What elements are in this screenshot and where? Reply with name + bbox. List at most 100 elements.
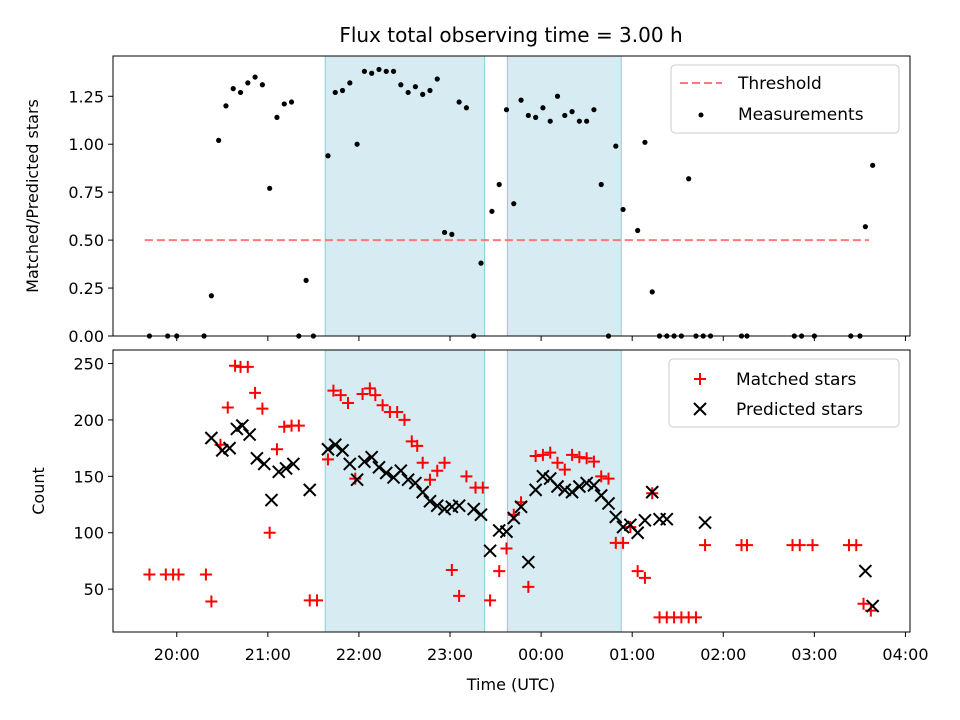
predicted-star-point xyxy=(279,461,293,476)
predicted-star-point xyxy=(222,441,237,455)
matched-star-point xyxy=(631,565,644,578)
matched-star-point xyxy=(342,397,355,410)
predicted-star-point xyxy=(521,555,536,569)
predicted-star-point xyxy=(858,564,873,578)
measurement-point xyxy=(347,80,353,86)
predicted-star-point xyxy=(303,483,317,497)
measurement-point xyxy=(325,153,331,159)
measurement-point xyxy=(576,118,582,124)
matched-star-point xyxy=(522,580,535,593)
legend-measurements-swatch xyxy=(698,112,704,118)
matched-star-point xyxy=(460,470,473,483)
predicted-star-point xyxy=(394,463,408,478)
matched-star-point xyxy=(411,439,424,452)
top-y-tick-label: 0.25 xyxy=(68,279,104,298)
matched-star-point xyxy=(363,382,376,395)
predicted-star-point xyxy=(466,502,481,516)
measurement-point xyxy=(354,141,360,147)
matched-star-point xyxy=(595,470,608,483)
matched-star-point xyxy=(529,450,542,463)
matched-star-point xyxy=(311,594,324,607)
legend-predicted-label: Predicted stars xyxy=(736,400,863,420)
predicted-star-point xyxy=(372,460,386,475)
bottom-y-tick-label: 250 xyxy=(73,355,104,374)
measurement-point xyxy=(339,87,346,94)
predicted-star-point xyxy=(286,457,301,471)
measurement-point xyxy=(412,84,419,90)
predicted-star-point xyxy=(528,483,543,497)
measurement-point xyxy=(613,143,619,149)
ratio-panel: Flux total observing time = 3.00 h 0.00 0… xyxy=(23,23,911,346)
matched-star-point xyxy=(356,387,369,400)
matched-star-point xyxy=(699,539,712,552)
bottom-y-axis-label: Count xyxy=(29,467,48,515)
top-y-tick-label: 1.25 xyxy=(68,87,104,106)
predicted-star-point xyxy=(343,457,357,471)
measurement-point xyxy=(584,118,590,124)
predicted-star-point xyxy=(483,544,497,558)
predicted-star-point xyxy=(215,443,230,458)
measurement-point xyxy=(434,76,440,82)
matched-star-point xyxy=(431,464,444,477)
matched-star-point xyxy=(558,463,571,476)
measurement-point xyxy=(303,277,309,283)
predicted-star-point xyxy=(474,507,488,522)
measurement-point xyxy=(405,89,411,96)
matched-star-point xyxy=(573,451,586,464)
chart-title: Flux total observing time = 3.00 h xyxy=(339,23,682,47)
matched-star-point xyxy=(857,597,870,610)
measurement-point xyxy=(216,137,222,143)
predicted-star-point xyxy=(364,450,379,464)
measurement-point xyxy=(281,101,287,107)
legend-matched-swatch xyxy=(694,373,706,385)
top-y-tick-label: 0.50 xyxy=(68,231,104,250)
measurement-point xyxy=(259,82,265,88)
bottom-x-tick-label: 01:00 xyxy=(609,645,655,664)
measurement-point xyxy=(252,74,258,80)
predicted-star-point xyxy=(335,443,350,458)
matched-star-point xyxy=(199,568,212,581)
matched-star-point xyxy=(689,611,702,624)
bottom-y-tick-label: 100 xyxy=(73,524,104,543)
top-legend-box xyxy=(670,64,900,134)
matched-star-point xyxy=(205,595,218,608)
predicted-star-point xyxy=(250,451,264,465)
matched-star-point xyxy=(850,539,863,552)
bottom-legend: Matched stars Predicted stars xyxy=(668,358,900,428)
x-axis-label: Time (UTC) xyxy=(466,675,555,694)
top-x-ticks xyxy=(176,336,906,341)
matched-star-point xyxy=(438,456,451,469)
legend-matched-label: Matched stars xyxy=(736,370,856,390)
measurement-point xyxy=(369,70,375,76)
predicted-star-point xyxy=(242,427,257,442)
predicted-star-point xyxy=(572,479,587,494)
top-y-ticks: 0.00 0.25 0.50 0.75 1.00 1.25 xyxy=(68,87,113,346)
legend-threshold-label: Threshold xyxy=(737,74,822,94)
measurement-point xyxy=(208,293,214,299)
measurement-point xyxy=(288,99,295,105)
matched-star-point xyxy=(500,542,513,555)
measurement-point xyxy=(390,68,397,74)
predicted-star-point xyxy=(204,431,219,445)
predicted-star-point xyxy=(423,494,437,508)
matched-star-point xyxy=(172,568,185,581)
matched-star-point xyxy=(256,402,269,415)
predicted-star-point xyxy=(536,469,550,484)
count-panel: 50 100 150 200 250 20:00 21:00 22:00 23:00 00:00… xyxy=(29,349,929,694)
measurement-point xyxy=(376,66,382,73)
predicted-star-point xyxy=(616,520,630,534)
predicted-star-point xyxy=(601,496,616,511)
measurement-point xyxy=(870,162,876,168)
matched-star-point xyxy=(334,389,347,402)
measurement-point xyxy=(489,208,495,214)
predicted-star-point xyxy=(357,454,372,469)
matched-star-point xyxy=(278,420,291,433)
bottom-x-tick-label: 00:00 xyxy=(518,645,564,664)
bottom-x-tick-label: 03:00 xyxy=(791,645,837,664)
predicted-star-point xyxy=(609,510,623,524)
matched-star-point xyxy=(580,452,593,465)
top-y-tick-label: 0.00 xyxy=(68,327,104,346)
matched-star-point xyxy=(806,539,819,552)
matched-star-point xyxy=(624,521,637,534)
